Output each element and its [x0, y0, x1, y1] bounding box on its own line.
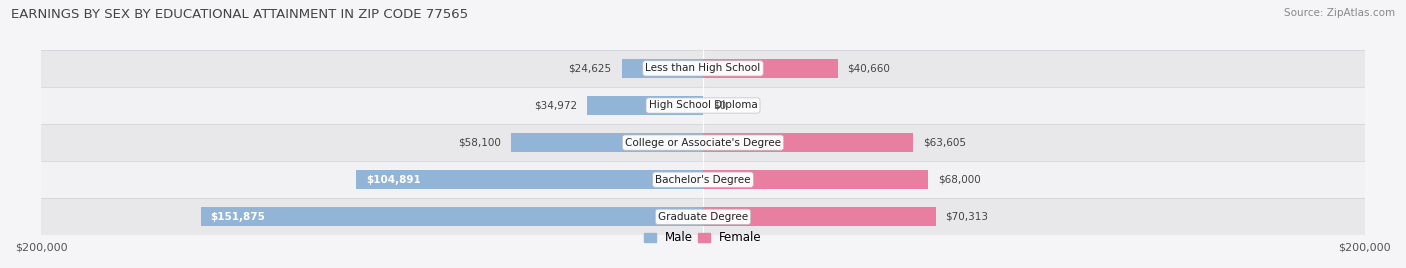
Text: $151,875: $151,875 [211, 212, 266, 222]
Text: $58,100: $58,100 [458, 137, 501, 148]
Text: $24,625: $24,625 [568, 64, 612, 73]
Text: Less than High School: Less than High School [645, 64, 761, 73]
Text: Bachelor's Degree: Bachelor's Degree [655, 175, 751, 185]
Text: $68,000: $68,000 [938, 175, 980, 185]
Text: $0: $0 [713, 100, 725, 110]
Text: $70,313: $70,313 [946, 212, 988, 222]
Bar [201, 207, 703, 226]
Text: High School Diploma: High School Diploma [648, 100, 758, 110]
Text: EARNINGS BY SEX BY EDUCATIONAL ATTAINMENT IN ZIP CODE 77565: EARNINGS BY SEX BY EDUCATIONAL ATTAINMEN… [11, 8, 468, 21]
Text: $34,972: $34,972 [534, 100, 578, 110]
Bar [41, 198, 1365, 235]
Bar [703, 207, 935, 226]
Bar [703, 170, 928, 189]
Text: $40,660: $40,660 [848, 64, 890, 73]
Bar [621, 59, 703, 78]
Bar [703, 59, 838, 78]
Bar [41, 124, 1365, 161]
Text: Graduate Degree: Graduate Degree [658, 212, 748, 222]
Text: $104,891: $104,891 [366, 175, 420, 185]
Bar [41, 87, 1365, 124]
Bar [41, 50, 1365, 87]
Bar [356, 170, 703, 189]
Legend: Male, Female: Male, Female [644, 231, 762, 244]
Text: $63,605: $63,605 [924, 137, 966, 148]
Bar [41, 161, 1365, 198]
Bar [703, 133, 914, 152]
Text: College or Associate's Degree: College or Associate's Degree [626, 137, 780, 148]
Bar [510, 133, 703, 152]
Bar [588, 96, 703, 115]
Text: Source: ZipAtlas.com: Source: ZipAtlas.com [1284, 8, 1395, 18]
